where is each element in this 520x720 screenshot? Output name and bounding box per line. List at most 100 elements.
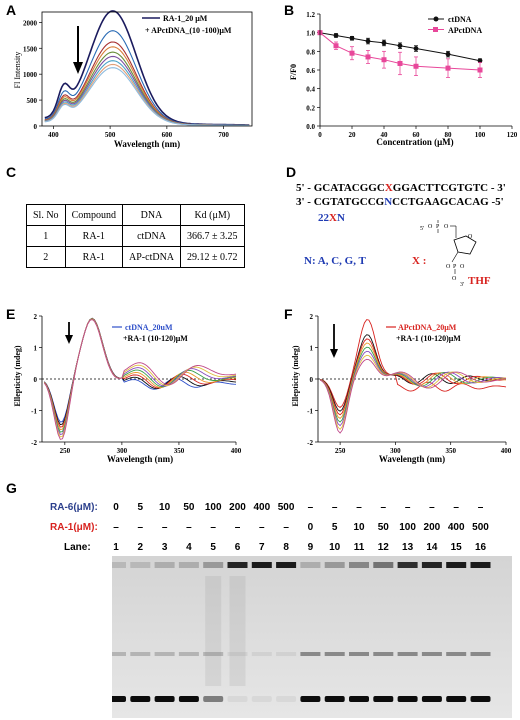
panel-label-e: E <box>6 306 16 322</box>
ra6-concentration: – <box>453 502 459 513</box>
gel-free-dna-band <box>349 696 369 702</box>
panel-b-point-ctdna <box>349 35 355 41</box>
gel-mid-band <box>446 652 467 656</box>
sequence-bottom: 3' - CGTATGCCGNCCTGAAGCACAG -5' <box>296 196 504 208</box>
table-header: Compound <box>64 204 124 226</box>
lane-number: 1 <box>113 542 119 553</box>
lane-number: 15 <box>450 542 462 553</box>
ra6-concentration: 5 <box>137 502 144 513</box>
gel-well-band <box>470 562 491 568</box>
gel-mid-band <box>300 652 321 656</box>
lane-number: 9 <box>307 542 314 553</box>
x-tick-label: 700 <box>218 131 229 139</box>
y-tick-label: 0.0 <box>306 123 315 131</box>
gel-well-band <box>421 562 442 568</box>
panel-b-point-ctdna <box>397 43 403 49</box>
table-row: 1 RA-1 ctDNA 366.7 ± 3.25 <box>26 225 245 247</box>
svg-text:O: O <box>468 234 473 240</box>
ra1-concentration: – <box>259 522 265 533</box>
ra6-concentration: 400 <box>253 502 271 513</box>
ra1-concentration: 200 <box>423 522 441 533</box>
lane-number: 7 <box>259 542 265 553</box>
panel-a-axes <box>41 11 253 127</box>
ra6-concentration: 200 <box>229 502 246 513</box>
panel-label-g: G <box>6 480 17 496</box>
panel-a-arrowhead <box>73 62 83 74</box>
gel-free-dna-band <box>470 696 491 702</box>
ra6-row-label: RA-6(μM): <box>50 502 98 513</box>
panel-f-ylabel: Ellepticity (mdeg) <box>291 345 300 406</box>
panel-a-series-line <box>44 30 250 126</box>
ra1-concentration: 10 <box>353 522 365 533</box>
panel-b-point-apctdna <box>333 43 339 49</box>
lane-number: 4 <box>186 542 192 553</box>
x-tick-label: 350 <box>174 447 185 455</box>
panel-label-f: F <box>284 306 293 322</box>
n-definition: N: A, C, G, T <box>304 255 366 267</box>
gel-mid-band <box>324 652 345 656</box>
ra6-concentration: – <box>404 502 411 513</box>
panel-e-ylabel: Ellepticity (mdeg) <box>13 345 22 406</box>
panel-b-legend-apctdna: APctDNA <box>448 26 482 35</box>
gel-well-band <box>446 562 467 568</box>
panel-a-legend-2: + APctDNA_(10 -100)μM <box>145 26 232 35</box>
gel-free-dna-band <box>251 696 272 702</box>
y-tick-label: 1.2 <box>306 11 315 19</box>
lane-number: 8 <box>283 542 289 553</box>
panel-b-point-ctdna <box>333 33 339 38</box>
panel-label-b: B <box>284 2 295 18</box>
gel-well-band <box>130 562 151 568</box>
sequence-top: 5' - GCATACGGCXGGACTTCGTGTC - 3' <box>296 182 506 194</box>
ra6-concentration: 100 <box>204 502 222 513</box>
svg-text:O: O <box>444 224 449 230</box>
gel-well-band <box>397 562 418 568</box>
cd-series-line <box>320 319 507 408</box>
y-tick-label: 0.2 <box>306 104 315 112</box>
gel-mid-band <box>397 652 418 656</box>
lane-number: 2 <box>137 542 144 553</box>
lane-number: 12 <box>377 542 389 553</box>
ra6-concentration: – <box>477 502 484 513</box>
panel-b-point-ctdna <box>477 58 483 64</box>
gel-free-dna-band <box>300 696 321 702</box>
gel-free-dna-band <box>373 696 394 702</box>
gel-mid-band <box>373 652 394 656</box>
table-row: 2 RA-1 AP-ctDNA 29.12 ± 0.72 <box>26 246 245 268</box>
ra1-concentration: – <box>234 522 241 533</box>
panel-b-point-apctdna <box>445 65 451 71</box>
table-header: Sl. No <box>26 204 66 226</box>
y-tick-label: 1.0 <box>306 30 315 38</box>
y-tick-label: 0 <box>34 123 38 131</box>
panel-b-point-ctdna <box>365 38 371 44</box>
panel-e-arrowhead <box>65 335 73 344</box>
x-tick-label: 400 <box>231 447 242 455</box>
cd-series-line <box>43 318 237 440</box>
gel-free-dna-band <box>227 696 248 702</box>
lane-number: 3 <box>161 542 168 553</box>
ra1-concentration: – <box>210 522 216 533</box>
kd-table: Sl. No Compound DNA Kd (μM) 1 RA-1 ctDNA… <box>26 204 245 268</box>
panel-label-a: A <box>6 2 17 18</box>
gel-free-dna-band <box>446 696 467 702</box>
ra6-concentration: 10 <box>159 502 171 513</box>
x-tick-label: 500 <box>105 131 116 139</box>
table-header: Kd (μM) <box>180 204 245 226</box>
svg-text:P: P <box>453 264 457 270</box>
panel-b-point-apctdna <box>381 57 387 63</box>
panel-b-ylabel: F/F0 <box>289 64 298 80</box>
gel-mid-band <box>178 652 199 656</box>
x-tick-label: 0 <box>318 131 322 139</box>
gel-free-dna-band <box>324 696 345 702</box>
y-tick-label: 0.4 <box>306 86 315 94</box>
y-tick-label: 1 <box>34 345 38 353</box>
y-tick-label: -2 <box>307 439 313 447</box>
gel-mid-band <box>251 652 272 656</box>
panel-b-point-apctdna <box>365 54 371 60</box>
panel-b-point-ctdna <box>381 40 387 46</box>
panel-e-legend-1: ctDNA_20uM <box>125 323 173 332</box>
table-cell: 366.7 ± 3.25 <box>180 225 245 247</box>
x-tick-label: 100 <box>475 131 486 139</box>
gel-well-band <box>324 562 345 568</box>
gel-well-band <box>154 562 175 568</box>
x-definition: X : <box>412 255 427 267</box>
